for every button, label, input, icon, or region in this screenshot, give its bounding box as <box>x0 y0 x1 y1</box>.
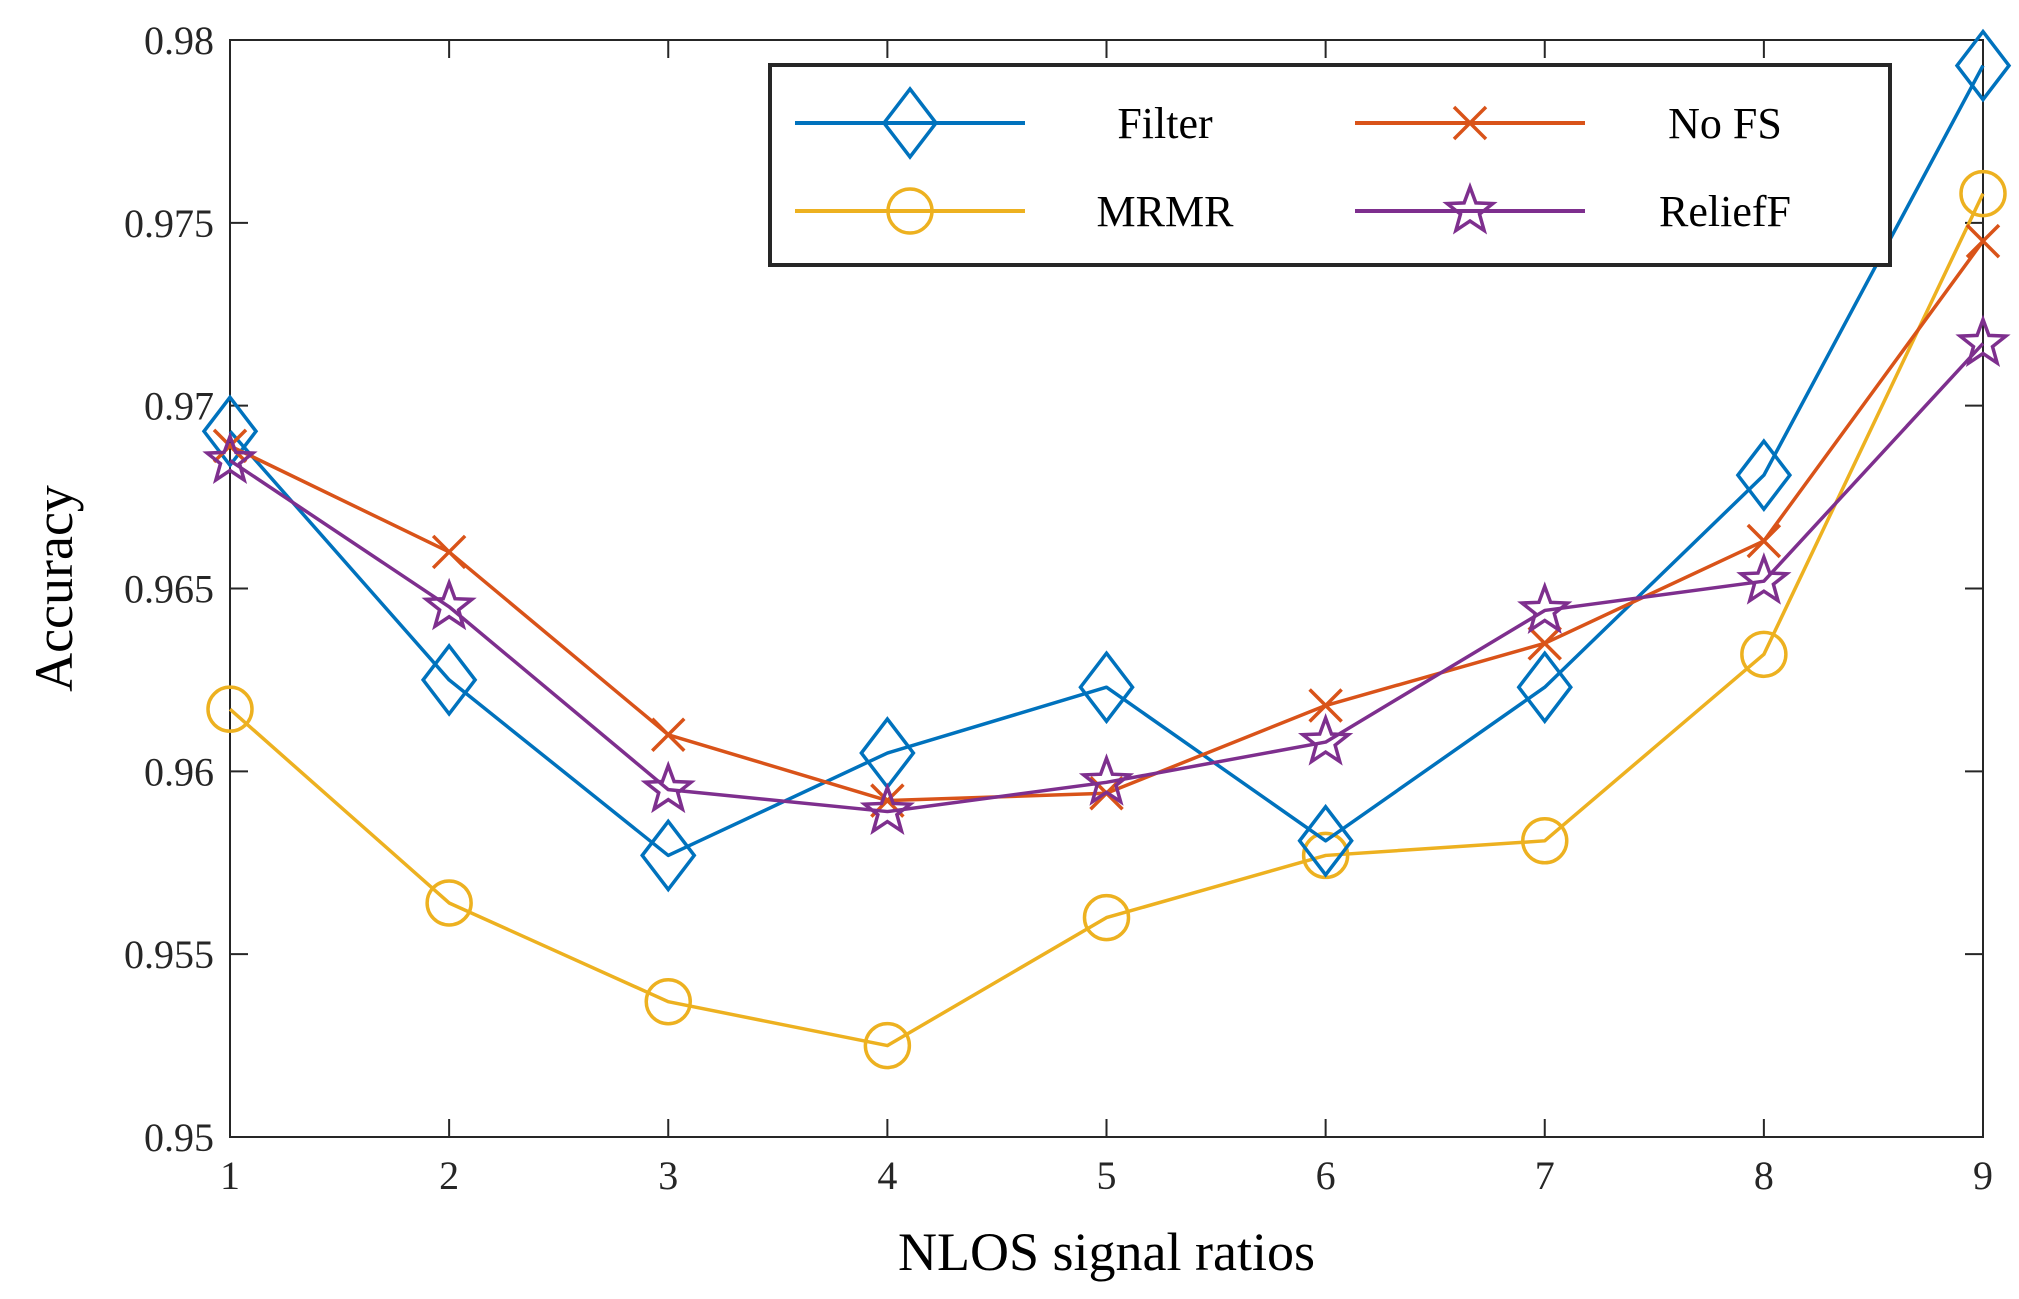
legend-marker-relieff <box>1442 181 1498 235</box>
data-point-no-fs <box>1527 626 1562 661</box>
tick-labels: 1 2 3 4 5 6 7 8 9 0.95 0.955 0.96 0.965 0.97 0.975 0.98 <box>124 18 1993 1198</box>
y-tick-label: 0.97 <box>144 384 214 429</box>
data-point-no-fs <box>1308 688 1343 723</box>
x-tick-label: 7 <box>1535 1153 1555 1198</box>
data-point-mrmr <box>1959 169 2007 218</box>
x-tick-label: 3 <box>658 1153 678 1198</box>
x-tick-label: 8 <box>1754 1153 1774 1198</box>
series-mrmr <box>206 169 2007 1070</box>
legend: Filter No FS MRMR ReliefF <box>768 63 1892 267</box>
data-point-no-fs <box>651 717 686 753</box>
series-relieff <box>202 314 2011 836</box>
data-point-filter <box>640 818 697 893</box>
y-tick-label: 0.95 <box>144 1115 214 1160</box>
x-tick-label: 9 <box>1973 1153 1993 1198</box>
x-axis-title: NLOS signal ratios <box>898 1222 1315 1282</box>
series-line-mrmr <box>228 192 1985 1048</box>
data-point-filter <box>1516 650 1573 725</box>
data-point-mrmr <box>644 977 692 1026</box>
x-tick-label: 1 <box>220 1153 240 1198</box>
y-tick-label: 0.96 <box>144 749 214 794</box>
data-point-relieff <box>640 760 696 814</box>
data-point-mrmr <box>1082 893 1131 942</box>
x-tick-label: 4 <box>877 1153 897 1198</box>
data-point-filter <box>1297 803 1354 878</box>
legend-item-mrmr: MRMR <box>795 187 1234 236</box>
series-line-relieff <box>229 342 1985 814</box>
data-point-mrmr <box>1521 817 1569 865</box>
series-line-filter <box>228 64 1985 858</box>
y-tick-label: 0.965 <box>124 567 214 612</box>
data-point-mrmr <box>1740 630 1788 679</box>
legend-marker-filter <box>881 86 939 160</box>
data-point-filter <box>1954 28 2012 103</box>
plot-area-frame <box>229 39 1984 1138</box>
legend-label: No FS <box>1668 99 1782 148</box>
data-point-no-fs <box>1746 523 1782 559</box>
data-point-relieff <box>1078 753 1135 806</box>
legend-label: ReliefF <box>1659 187 1791 236</box>
legend-item-filter: Filter <box>795 86 1213 160</box>
data-point-relieff <box>1955 314 2011 368</box>
y-tick-label: 0.975 <box>124 201 214 246</box>
data-point-mrmr <box>863 1021 912 1070</box>
legend-item-relieff: ReliefF <box>1355 181 1791 236</box>
y-tick-label: 0.955 <box>124 932 214 977</box>
legend-marker-no-fs <box>1452 105 1488 141</box>
y-tick-label: 0.98 <box>144 18 214 63</box>
data-point-no-fs <box>1965 223 2001 259</box>
data-point-filter <box>1078 650 1135 725</box>
data-point-filter <box>1735 438 1793 513</box>
data-point-relieff <box>1517 581 1573 634</box>
legend-item-no-fs: No FS <box>1355 99 1782 148</box>
x-tick-label: 2 <box>439 1153 459 1198</box>
data-point-filter <box>201 394 259 469</box>
legend-marker-mrmr <box>886 187 934 235</box>
y-axis-title: Accuracy <box>24 485 84 692</box>
x-tick-label: 5 <box>1097 1153 1117 1198</box>
series-filter <box>201 28 2012 893</box>
data-point-filter <box>420 643 478 717</box>
x-tick-label: 6 <box>1316 1153 1336 1198</box>
data-point-relieff <box>1736 552 1792 605</box>
data-point-relieff <box>859 782 916 836</box>
legend-label: MRMR <box>1097 187 1235 236</box>
data-point-no-fs <box>212 428 248 464</box>
data-point-mrmr <box>206 685 254 733</box>
data-point-relieff <box>421 577 477 631</box>
data-point-mrmr <box>425 879 473 927</box>
data-point-relieff <box>202 431 258 485</box>
data-point-relieff <box>1297 713 1354 766</box>
data-point-no-fs <box>431 534 467 570</box>
legend-box <box>768 63 1892 267</box>
legend-label: Filter <box>1117 99 1213 148</box>
series-layer <box>201 28 2012 1070</box>
